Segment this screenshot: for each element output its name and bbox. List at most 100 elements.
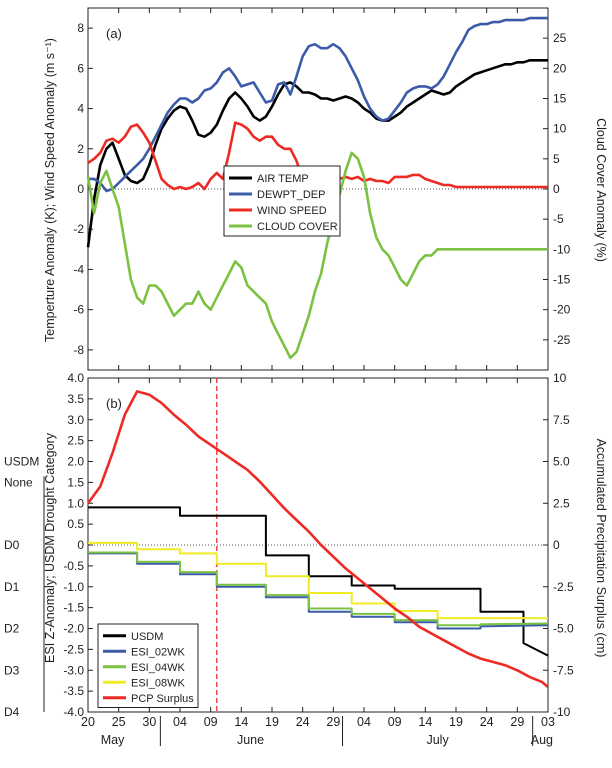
panel-a-ytick-label: -6 [73,303,84,317]
panel-b-ytick-label: 3.5 [67,392,84,406]
panel-a-ylabel: Temperture Anomaly (K); Wind Speed Anoma… [43,38,57,342]
series-line-esi-04wk [88,551,549,627]
panel-b-ytick-label: 0 [77,538,84,552]
legend-label-usdm: USDM [131,631,163,643]
panel-b-y2tick-label: 2.5 [553,496,570,510]
panel-a-ytick-label: 8 [77,21,84,35]
panel-b-ytick-label: -3.5 [63,684,84,698]
usdm-category-d3: D3 [4,663,20,677]
month-label-aug: Aug [531,733,553,747]
usdm-category-none: None [4,475,33,489]
panel-a-y2label: Cloud Cover Anomaly (%) [594,118,608,262]
panel-b-y2tick-label: -7.5 [553,663,574,677]
xtick-label: 20 [81,715,95,729]
panel-b-ytick-label: -2.5 [63,642,84,656]
xtick-label: 25 [112,715,126,729]
panel-a-y2tick-label: 20 [553,61,567,75]
panel-b-ytick-label: 2.0 [67,455,84,469]
panel-a-y2tick-label: 10 [553,122,567,136]
panel-b-ytick-label: -2.0 [63,622,84,636]
legend-label-esi-04wk: ESI_04WK [131,662,185,674]
panel-b-y2tick-label: 10 [553,371,567,385]
panel-b-y2tick-label: 7.5 [553,413,570,427]
legend-label-esi-02wk: ESI_02WK [131,646,185,658]
xtick-label: 24 [296,715,310,729]
panel-a-ytick-label: -8 [73,343,84,357]
panel-b-ytick-label: 1.5 [67,475,84,489]
panel-a-ytick-label: -2 [73,222,84,236]
legend-label-pcp-surplus: PCP Surplus [131,693,194,705]
panel-b-label: (b) [106,396,122,411]
panel-a-y2tick-label: 0 [553,182,560,196]
month-label-may: May [101,733,125,747]
series-line-esi-08wk [88,541,548,620]
panel-a-ytick-label: 2 [77,142,84,156]
panel-a-y2tick-label: 5 [553,152,560,166]
xtick-label: 24 [480,715,494,729]
series-line-usdm [88,506,549,657]
panel-a-y2tick-label: -25 [553,333,571,347]
panel-b-y2tick-label: -5.0 [553,622,574,636]
xtick-label: 04 [173,715,187,729]
xtick-label: 19 [265,715,279,729]
xtick-label: 29 [326,715,340,729]
panel-b-ylabel: ESI Z-Anomaly; USDM Drought Category [43,432,57,663]
panel-b-y2tick-label: 0 [553,538,560,552]
panel-a-ytick-label: 4 [77,102,84,116]
panel-b-y2tick-label: -10 [553,705,571,719]
legend-label-dewpt-dep: DEWPT_DEP [257,189,325,201]
panel-b-ytick-label: -1.0 [63,580,84,594]
panel-b-plot: 4.0 3.5 3.0 2.5 2.0 1.5 1.0 0.5 0 -0.5 -1.0 -1.5 -2.… [63,371,574,719]
month-label-june: June [237,733,264,747]
legend-label-air-temp: AIR TEMP [257,173,309,185]
usdm-category-d1: D1 [4,580,20,594]
xtick-label: 30 [142,715,156,729]
panel-a-label: (a) [106,26,122,41]
panel-b-ytick-label: -4.0 [63,705,84,719]
xtick-label: 29 [510,715,524,729]
panel-b-y2tick-label: 5.0 [553,455,570,469]
xtick-label: 14 [418,715,432,729]
usdm-category-usdm: USDM [4,455,39,469]
panel-b-ytick-label: 3.0 [67,413,84,427]
panel-a-ytick-label: -4 [73,262,84,276]
panel-a-ytick-label: 6 [77,61,84,75]
xtick-label: 19 [449,715,463,729]
xtick-label: 09 [204,715,218,729]
panel-b-ytick-label: -1.5 [63,601,84,615]
panel-b-ytick-label: 1.0 [67,496,84,510]
usdm-category-axis: USDM None D0 D1 D2 D3 D4 [4,455,45,719]
usdm-category-d4: D4 [4,705,20,719]
panel-a-legend: AIR TEMP DEWPT_DEP WIND SPEED CLOUD COVER [223,165,341,237]
panel-a-y2tick-label: -15 [553,273,571,287]
panel-b-ytick-label: 2.5 [67,434,84,448]
xtick-label: 04 [357,715,371,729]
x-axis: 20 25 30 04 09 14 19 24 29 04 09 14 19 24 29 03 May June J… [81,715,555,747]
legend-label-cloud-cover: CLOUD COVER [257,221,338,233]
series-line-air-temp [86,58,548,248]
panel-a-y2tick-label: 15 [553,92,567,106]
panel-b-y2label: Accumulated Precipitation Surplus (cm) [594,439,608,658]
panel-b-ytick-label: 4.0 [67,371,84,385]
panel-a-y2tick-label: 25 [553,31,567,45]
month-label-july: July [426,733,449,747]
series-line-pcp-surplus [86,390,549,688]
usdm-category-d0: D0 [4,538,20,552]
legend-label-wind-speed: WIND SPEED [257,205,327,217]
xtick-label: 09 [388,715,402,729]
series-line-dewpt-dep [88,16,548,193]
panel-b-ytick-label: 0.5 [67,517,84,531]
usdm-category-d2: D2 [4,622,20,636]
panel-a-y2tick-label: -10 [553,242,571,256]
series-line-cloud-cover [86,151,548,360]
panel-b-y2tick-label: -2.5 [553,580,574,594]
panel-b-legend: USDM ESI_02WK ESI_04WK ESI_08WK PCP Surplus [97,623,199,708]
panel-a-y2tick-label: -20 [553,303,571,317]
xtick-label: 14 [234,715,248,729]
panel-b-ytick-label: -0.5 [63,559,84,573]
panel-a-y2tick-label: -5 [553,212,564,226]
panel-b-ytick-label: -3.0 [63,663,84,677]
xtick-label: 03 [541,715,555,729]
panel-a-ytick-label: 0 [77,182,84,196]
